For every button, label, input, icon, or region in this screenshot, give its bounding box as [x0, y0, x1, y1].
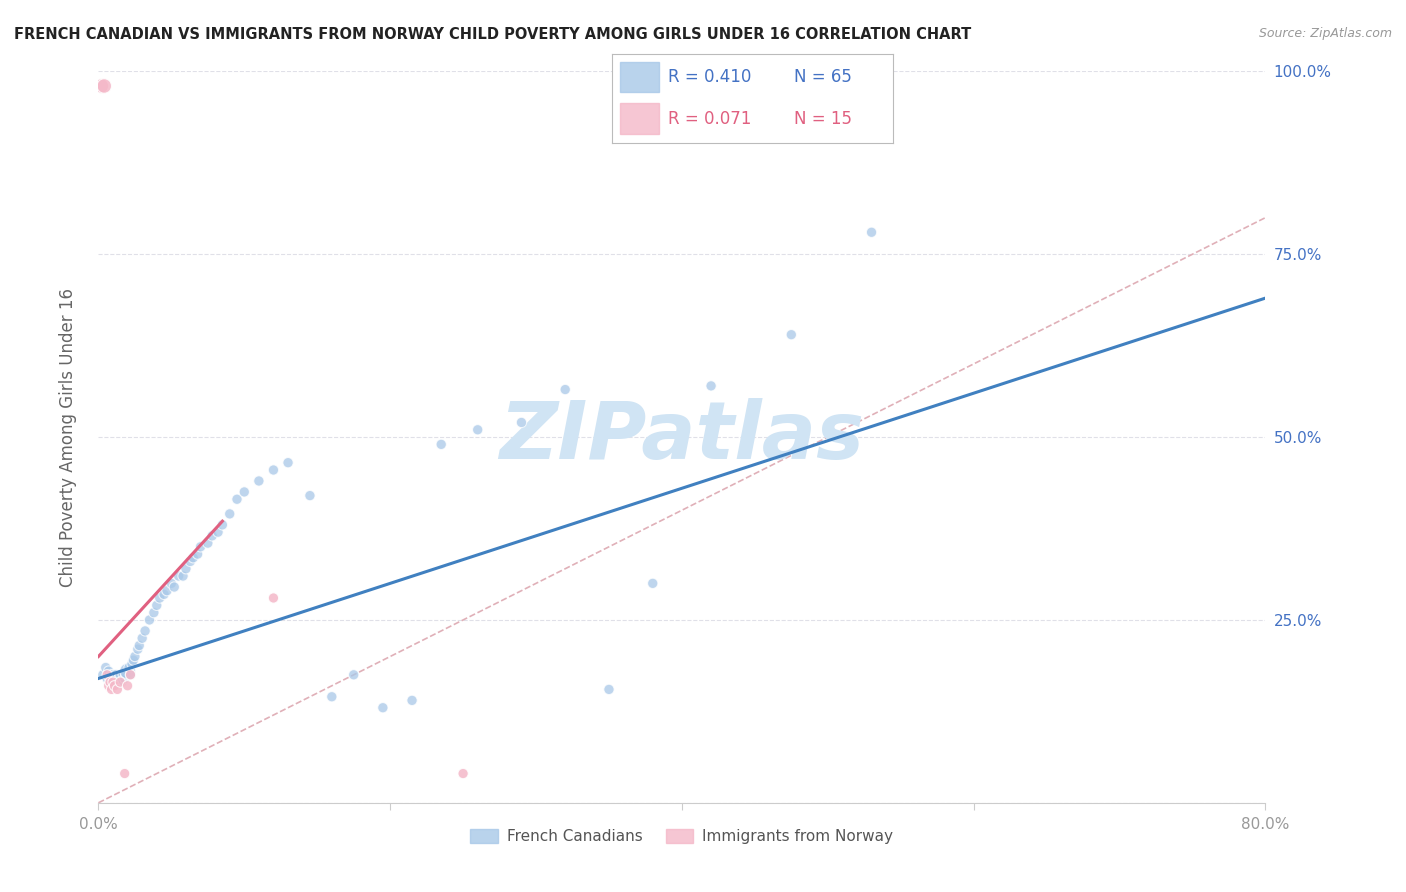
Point [120, 667, 142, 681]
Point [117, 679, 139, 693]
Point [510, 416, 533, 430]
Point [430, 437, 453, 451]
Point [94, 660, 117, 674]
Point [138, 613, 160, 627]
Point [142, 606, 165, 620]
Point [131, 632, 153, 646]
Point [371, 700, 394, 714]
Point [343, 667, 366, 681]
Point [118, 660, 141, 674]
Point [146, 599, 169, 613]
Point [134, 624, 156, 638]
Point [98, 675, 121, 690]
Point [149, 591, 172, 605]
Point [700, 379, 723, 393]
Point [207, 525, 229, 540]
Text: R = 0.410: R = 0.410 [668, 68, 751, 86]
Point [298, 489, 321, 503]
Point [114, 766, 136, 780]
Point [120, 667, 142, 681]
Bar [620, 62, 659, 92]
Point [554, 383, 576, 397]
Point [211, 517, 233, 532]
Point [467, 423, 489, 437]
Point [197, 536, 219, 550]
Point [218, 507, 240, 521]
Point [233, 485, 256, 500]
Point [181, 550, 204, 565]
Point [160, 576, 183, 591]
Point [179, 554, 201, 568]
Point [103, 672, 125, 686]
Point [105, 682, 128, 697]
Point [96, 672, 118, 686]
Point [163, 580, 186, 594]
Point [277, 456, 299, 470]
Point [860, 225, 883, 239]
Y-axis label: Child Poverty Among Girls Under 16: Child Poverty Among Girls Under 16 [59, 287, 77, 587]
Point [167, 569, 190, 583]
Point [91, 667, 114, 681]
Point [117, 664, 139, 678]
Legend: French Canadians, Immigrants from Norway: French Canadians, Immigrants from Norway [464, 822, 900, 850]
Text: N = 15: N = 15 [794, 110, 852, 128]
Point [201, 529, 224, 543]
Point [108, 672, 131, 686]
Point [641, 576, 664, 591]
Point [122, 653, 145, 667]
Point [104, 667, 127, 681]
Bar [620, 103, 659, 134]
Point [127, 642, 149, 657]
Point [98, 675, 121, 690]
Point [97, 679, 120, 693]
Point [101, 675, 124, 690]
Point [121, 657, 143, 671]
Point [262, 591, 284, 605]
Point [105, 675, 128, 690]
Point [96, 667, 118, 681]
Point [321, 690, 343, 704]
Point [172, 569, 194, 583]
Point [93, 78, 115, 93]
Point [112, 667, 135, 681]
Point [103, 679, 125, 693]
Point [90, 78, 112, 93]
Text: N = 65: N = 65 [794, 68, 852, 86]
Point [451, 766, 474, 780]
Point [598, 682, 620, 697]
Point [780, 327, 803, 342]
Text: R = 0.071: R = 0.071 [668, 110, 751, 128]
Point [97, 664, 120, 678]
Point [190, 540, 212, 554]
Point [262, 463, 284, 477]
Point [124, 649, 146, 664]
Point [100, 667, 122, 681]
Point [111, 675, 134, 690]
Point [110, 667, 132, 681]
Text: FRENCH CANADIAN VS IMMIGRANTS FROM NORWAY CHILD POVERTY AMONG GIRLS UNDER 16 COR: FRENCH CANADIAN VS IMMIGRANTS FROM NORWA… [14, 27, 972, 42]
Point [174, 562, 197, 576]
Point [156, 583, 179, 598]
Point [100, 682, 122, 697]
Point [153, 587, 176, 601]
Point [401, 693, 423, 707]
Point [101, 667, 124, 681]
Text: Source: ZipAtlas.com: Source: ZipAtlas.com [1258, 27, 1392, 40]
Point [187, 547, 209, 561]
Point [115, 667, 138, 681]
Point [128, 639, 150, 653]
Text: ZIPatlas: ZIPatlas [499, 398, 865, 476]
Point [110, 675, 132, 690]
Point [114, 672, 136, 686]
Point [226, 492, 249, 507]
Point [247, 474, 270, 488]
